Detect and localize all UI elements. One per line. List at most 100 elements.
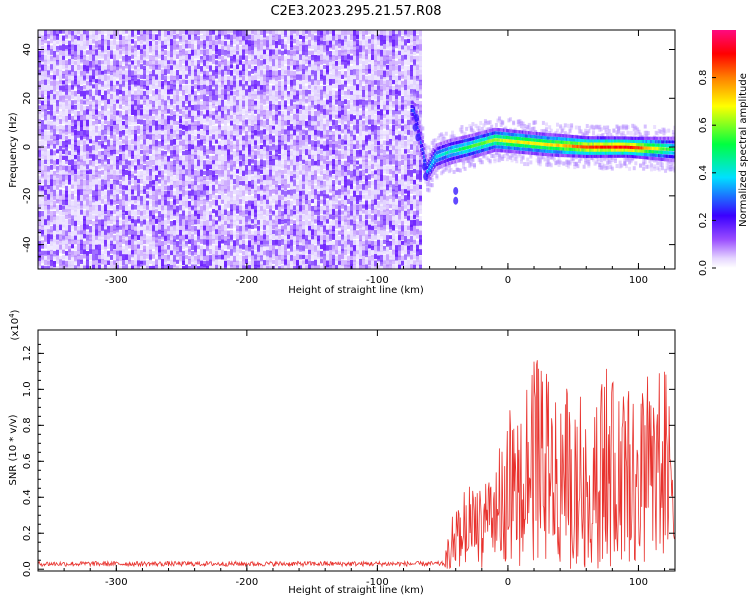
noise-cell — [44, 265, 47, 269]
noise-cell — [215, 164, 218, 171]
noise-cell — [275, 125, 278, 131]
noise-cell — [284, 149, 287, 155]
noise-cell — [101, 265, 104, 269]
noise-cell — [77, 230, 80, 235]
noise-cell — [203, 34, 206, 41]
noise-cell — [293, 240, 296, 245]
noise-cell — [170, 214, 173, 220]
noise-cell — [41, 215, 44, 222]
noise-cell — [170, 95, 173, 102]
noise-cell — [146, 235, 149, 243]
noise-cell — [104, 249, 107, 255]
noise-cell — [77, 164, 80, 170]
noise-cell — [89, 89, 92, 97]
noise-cell — [167, 249, 170, 257]
noise-cell — [176, 140, 179, 147]
noise-cell — [155, 240, 158, 247]
noise-cell — [140, 190, 143, 195]
noise-cell — [245, 255, 248, 261]
noise-cell — [164, 75, 167, 83]
noise-cell — [95, 195, 98, 202]
noise-cell — [323, 34, 326, 41]
noise-cell — [155, 114, 158, 120]
noise-cell — [158, 154, 161, 160]
noise-cell — [38, 175, 41, 183]
noise-cell — [116, 264, 119, 269]
noise-cell — [80, 59, 83, 64]
noise-cell — [164, 50, 167, 56]
noise-cell — [332, 44, 335, 50]
noise-cell — [242, 69, 245, 76]
noise-cell — [38, 65, 41, 71]
noise-cell — [161, 179, 164, 187]
noise-cell — [197, 185, 200, 191]
noise-cell — [155, 99, 158, 105]
noise-cell — [152, 30, 155, 36]
noise-cell — [80, 75, 83, 81]
noise-cell — [173, 235, 176, 242]
noise-cell — [284, 115, 287, 121]
noise-cell — [83, 265, 86, 269]
noise-cell — [98, 65, 101, 71]
noise-cell — [50, 55, 53, 62]
noise-cell — [80, 230, 83, 235]
noise-cell — [122, 245, 125, 253]
noise-cell — [176, 150, 179, 157]
noise-cell — [182, 185, 185, 191]
noise-cell — [215, 35, 218, 40]
noise-cell — [128, 109, 131, 115]
noise-cell — [191, 214, 194, 221]
noise-cell — [47, 265, 50, 269]
noise-cell — [239, 99, 242, 106]
noise-cell — [293, 134, 296, 142]
noise-cell — [98, 44, 101, 50]
noise-cell — [284, 110, 287, 116]
noise-cell — [218, 129, 221, 135]
noise-cell — [104, 59, 107, 65]
noise-cell — [218, 195, 221, 200]
noise-cell — [287, 250, 290, 256]
noise-cell — [347, 134, 350, 140]
noise-cell — [68, 170, 71, 175]
noise-cell — [119, 104, 122, 109]
noise-cell — [341, 220, 344, 227]
noise-cell — [92, 199, 95, 206]
noise-cell — [347, 185, 350, 191]
noise-cell — [341, 164, 344, 170]
noise-cell — [107, 265, 110, 269]
noise-cell — [92, 205, 95, 211]
noise-cell — [65, 120, 68, 128]
noise-cell — [230, 249, 233, 257]
noise-cell — [209, 149, 212, 154]
noise-cell — [47, 84, 50, 91]
noise-cell — [335, 210, 338, 218]
noise-cell — [86, 210, 89, 218]
noise-cell — [56, 245, 59, 251]
noise-cell — [332, 190, 335, 198]
noise-cell — [254, 180, 257, 186]
noise-cell — [38, 60, 41, 68]
noise-cell — [38, 69, 41, 76]
noise-cell — [38, 219, 41, 226]
noise-cell — [329, 40, 332, 48]
noise-cell — [317, 99, 320, 106]
noise-cell — [41, 90, 44, 98]
noise-cell — [326, 180, 329, 187]
noise-cell — [107, 30, 110, 36]
noise-cell — [101, 74, 104, 82]
noise-cell — [257, 74, 260, 80]
noise-cell — [335, 129, 338, 136]
noise-cell — [158, 235, 161, 240]
noise-cell — [257, 160, 260, 166]
noise-cell — [284, 129, 287, 135]
noise-cell — [281, 134, 284, 142]
noise-cell — [161, 155, 164, 162]
noise-cell — [122, 99, 125, 105]
noise-cell — [119, 125, 122, 130]
noise-cell — [266, 134, 269, 141]
noise-cell — [251, 165, 254, 171]
noise-cell — [200, 75, 203, 80]
noise-cell — [341, 175, 344, 182]
noise-cell — [122, 30, 125, 35]
